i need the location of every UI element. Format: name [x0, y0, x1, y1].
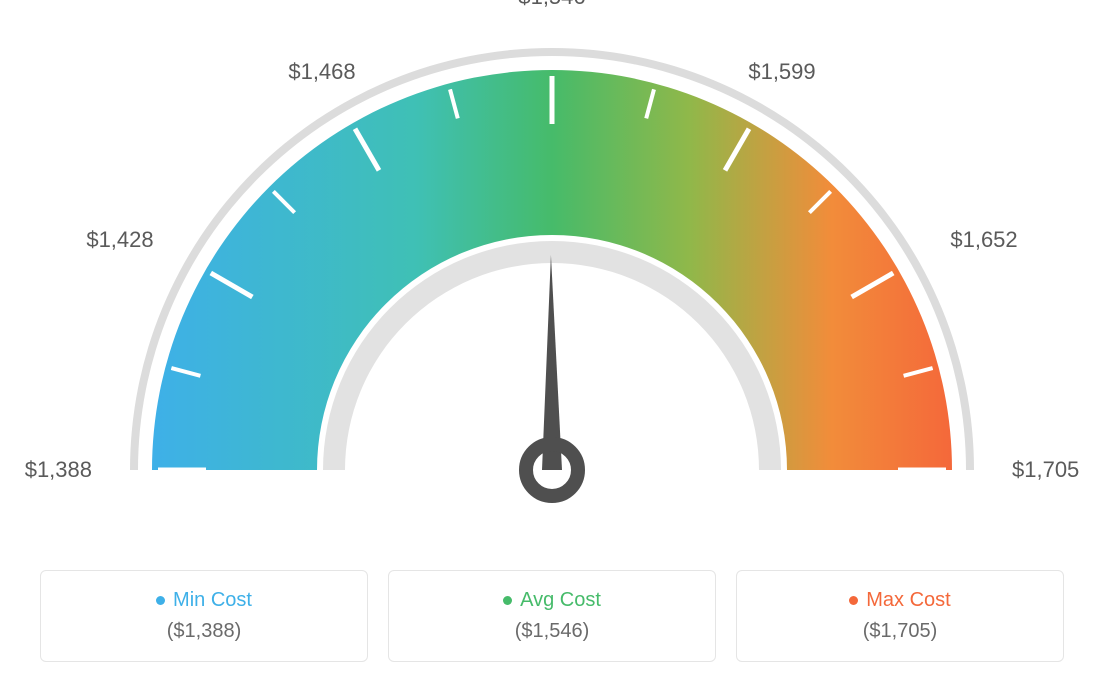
- legend-title-avg: Avg Cost: [399, 589, 705, 612]
- gauge-tick-label: $1,546: [518, 0, 585, 10]
- legend-label: Avg Cost: [520, 589, 601, 611]
- gauge-tick-label: $1,388: [25, 457, 92, 483]
- legend-value-max: ($1,705): [747, 620, 1053, 643]
- legend-value-avg: ($1,546): [399, 620, 705, 643]
- legend-box-avg: Avg Cost ($1,546): [388, 570, 716, 662]
- gauge-tick-label: $1,468: [288, 59, 355, 85]
- legend-box-max: Max Cost ($1,705): [736, 570, 1064, 662]
- dot-icon: [156, 596, 165, 605]
- dot-icon: [503, 596, 512, 605]
- legend-box-min: Min Cost ($1,388): [40, 570, 368, 662]
- legend-row: Min Cost ($1,388) Avg Cost ($1,546) Max …: [40, 570, 1064, 662]
- legend-value-min: ($1,388): [51, 620, 357, 643]
- legend-label: Min Cost: [173, 589, 252, 611]
- gauge-tick-label: $1,705: [1012, 457, 1079, 483]
- legend-title-max: Max Cost: [747, 589, 1053, 612]
- gauge-chart: $1,388$1,428$1,468$1,546$1,599$1,652$1,7…: [20, 20, 1084, 540]
- gauge-tick-label: $1,599: [748, 59, 815, 85]
- legend-title-min: Min Cost: [51, 589, 357, 612]
- dot-icon: [849, 596, 858, 605]
- gauge-tick-label: $1,652: [950, 227, 1017, 253]
- gauge-tick-label: $1,428: [86, 227, 153, 253]
- gauge-svg: [20, 20, 1084, 540]
- legend-label: Max Cost: [866, 589, 950, 611]
